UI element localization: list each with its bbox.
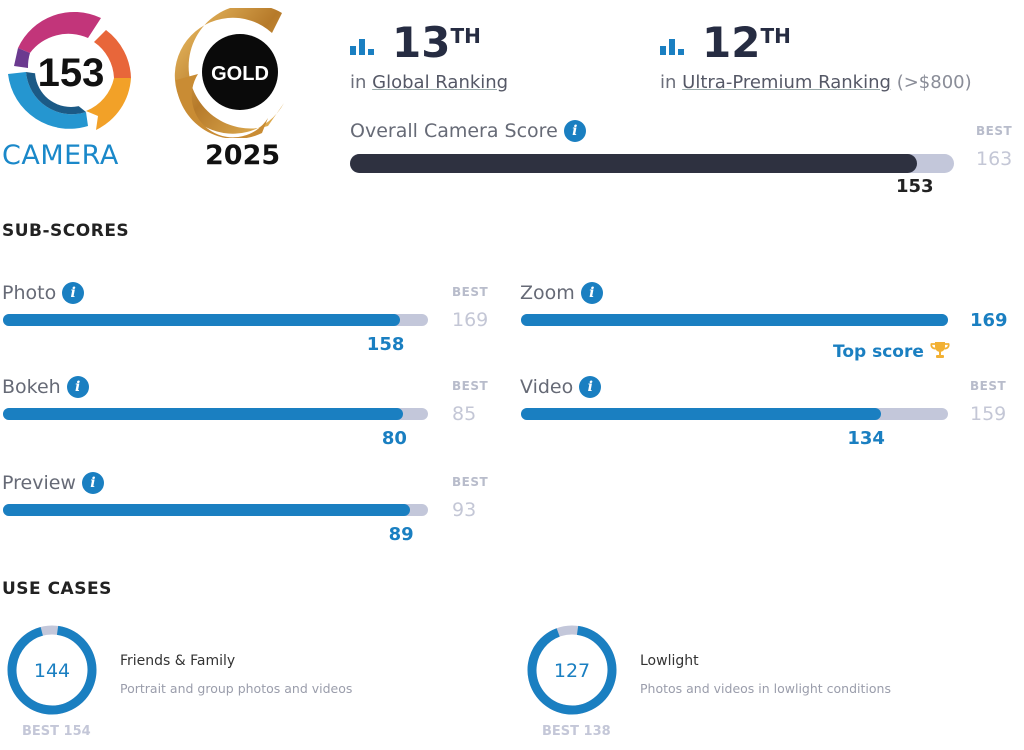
use-case-best: BEST 154	[22, 724, 91, 739]
gold-badge-label: GOLD	[211, 63, 269, 85]
global-rank-number: 13	[392, 18, 451, 67]
subscore-bar-fill	[521, 314, 948, 326]
subscore-value: 169	[970, 310, 1008, 331]
subscore-label-text: Zoom	[520, 282, 575, 304]
subscore-bar-fill	[3, 504, 410, 516]
subscore-value: 89	[388, 524, 414, 545]
subscore-label: Zoom i	[520, 282, 603, 304]
subscore-label: Video i	[520, 376, 602, 398]
subscore-value: 80	[381, 428, 407, 449]
subscore-value: 134	[847, 428, 885, 449]
info-icon[interactable]: i	[579, 376, 602, 398]
use-case-ring	[7, 625, 97, 715]
ultra-premium-rank-suffix: TH	[760, 24, 791, 48]
subscore-label-text: Bokeh	[2, 376, 61, 398]
use-case-ring	[527, 625, 617, 715]
subscore-bar-fill	[3, 314, 401, 326]
subscore-bar	[3, 504, 428, 516]
camera-label: CAMERA	[2, 140, 119, 171]
subscore-bar	[3, 408, 428, 420]
overall-score-fill	[350, 154, 917, 173]
overall-score-bar	[350, 154, 954, 173]
subscore-label: Bokeh i	[2, 376, 89, 398]
subscore-label-text: Video	[520, 376, 574, 398]
global-rank-prefix: in	[350, 72, 367, 93]
global-rank-suffix: TH	[450, 24, 481, 48]
ultra-premium-rank-number: 12	[702, 18, 761, 67]
top-score-badge: Top score	[833, 340, 950, 362]
subscore-best-label: BEST	[452, 475, 489, 489]
subscore-best-value: 159	[970, 403, 1007, 425]
subscore-best-value: 93	[452, 499, 477, 521]
overall-score-value: 153	[896, 176, 934, 197]
subscore-bar	[521, 314, 948, 326]
global-ranking-link[interactable]: Global Ranking	[372, 72, 509, 93]
subscore-bar	[3, 314, 428, 326]
subscore-label: Preview i	[2, 472, 104, 494]
info-icon[interactable]: i	[81, 472, 104, 494]
info-icon[interactable]: i	[580, 282, 603, 304]
use-case-score: 127	[553, 660, 591, 682]
award-year: 2025	[205, 140, 281, 171]
bar-chart-icon	[660, 39, 684, 55]
subscore-best-label: BEST	[452, 285, 489, 299]
subscore-bar	[521, 408, 948, 420]
subscore-best-label: BEST	[970, 379, 1007, 393]
trophy-icon	[930, 342, 950, 358]
ultra-premium-price-range: (>$800)	[896, 72, 972, 93]
top-score-label: Top score	[833, 342, 924, 362]
subscore-bar-fill	[3, 408, 403, 420]
subscore-bar-fill	[521, 408, 881, 420]
subscore-best-label: BEST	[452, 379, 489, 393]
use-case-best: BEST 138	[542, 724, 611, 739]
subscore-label-text: Photo	[2, 282, 57, 304]
use-case-description: Portrait and group photos and videos	[120, 681, 353, 696]
ultra-premium-ranking-link[interactable]: Ultra-Premium Ranking	[682, 72, 891, 93]
use-case-title: Friends & Family	[120, 653, 236, 669]
camera-score-badge-value: 153	[38, 51, 105, 95]
use-case-description: Photos and videos in lowlight conditions	[640, 681, 891, 696]
camera-score-badge: 153	[8, 11, 131, 130]
subscores-title: SUB-SCORES	[2, 221, 130, 241]
use-case-score: 144	[33, 660, 71, 682]
subscore-label-text: Preview	[2, 472, 76, 494]
subscore-value: 158	[366, 334, 405, 355]
info-icon[interactable]: i	[62, 282, 85, 304]
gold-badge: GOLD	[174, 8, 284, 138]
overall-score-label-text: Overall Camera Score	[350, 120, 558, 142]
use-cases-title: USE CASES	[2, 579, 112, 599]
info-icon[interactable]: i	[66, 376, 89, 398]
subscore-best-value: 169	[452, 309, 489, 331]
subscore-label: Photo i	[2, 282, 85, 304]
info-icon[interactable]: i	[563, 120, 586, 142]
overall-best-label: BEST	[976, 124, 1013, 138]
overall-score-label: Overall Camera Score i	[350, 120, 586, 142]
subscore-best-value: 85	[452, 403, 477, 425]
use-case-title: Lowlight	[640, 653, 699, 669]
use-case-ring-fill	[7, 625, 97, 715]
ultra-premium-rank-prefix: in	[660, 72, 677, 93]
bar-chart-icon	[350, 39, 374, 55]
overall-best-value: 163	[976, 148, 1013, 170]
